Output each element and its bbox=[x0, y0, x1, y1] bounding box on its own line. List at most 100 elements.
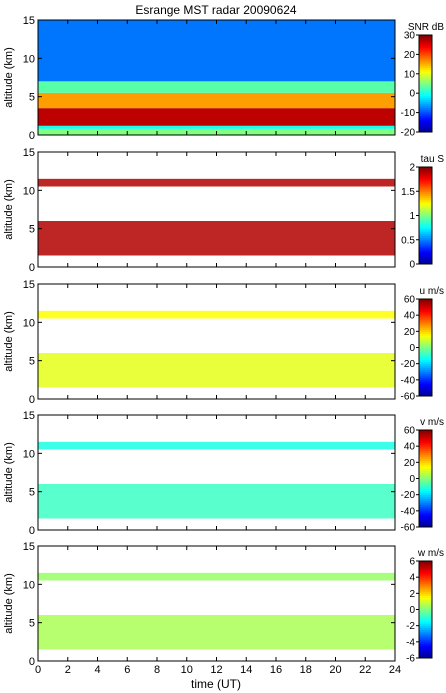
colorbar-segment-SNR bbox=[419, 125, 432, 129]
colorbar-segment-w bbox=[419, 621, 432, 625]
colorbar-segment-SNR bbox=[419, 81, 432, 84]
colorbar-segment-v bbox=[419, 476, 432, 479]
y-tick-label-w: 0 bbox=[29, 656, 35, 668]
colorbar-segment-w bbox=[419, 629, 432, 633]
colorbar-segment-u bbox=[419, 307, 432, 310]
colorbar-segment-SNR bbox=[419, 73, 432, 76]
colorbar-segment-v bbox=[419, 468, 432, 471]
colorbar-tick-label-v: -60 bbox=[401, 523, 416, 534]
colorbar-segment-tau bbox=[419, 239, 432, 243]
colorbar-segment-u bbox=[419, 383, 432, 387]
colorbar-segment-v bbox=[419, 514, 432, 518]
colorbar-segment-tau bbox=[419, 205, 432, 208]
colorbar-segment-SNR bbox=[419, 55, 432, 58]
data-layers-tau bbox=[38, 178, 395, 256]
y-tick-label-v: 15 bbox=[23, 410, 35, 422]
colorbar-tick-label-w: 6 bbox=[409, 557, 415, 568]
colorbar-segment-w bbox=[419, 623, 432, 627]
colorbar-tick-label-w: 4 bbox=[409, 573, 415, 584]
colorbar-segment-w bbox=[419, 579, 432, 582]
colorbar-segment-v bbox=[419, 430, 432, 433]
colorbar-segment-v bbox=[419, 472, 432, 475]
colorbar-segment-SNR bbox=[419, 43, 432, 46]
colorbar-segment-SNR bbox=[419, 101, 432, 105]
data-layers-SNR bbox=[38, 20, 395, 135]
y-axis-label-v: altitude (km) bbox=[3, 442, 15, 503]
colorbar-segment-u bbox=[419, 345, 432, 348]
y-tick-label-u: 5 bbox=[29, 356, 35, 368]
y-axis-label-SNR: altitude (km) bbox=[3, 47, 15, 108]
colorbar-segment-u bbox=[419, 353, 432, 357]
colorbar-segment-tau bbox=[419, 171, 432, 174]
colorbar-segment-tau bbox=[419, 187, 432, 190]
colorbar-segment-u bbox=[419, 377, 432, 381]
colorbar-segment-u bbox=[419, 337, 432, 340]
y-tick-label-u: 10 bbox=[23, 317, 35, 329]
colorbar-segment-u bbox=[419, 371, 432, 375]
panel-v: 0 5 10 15 altitude (km) v m/s -60 -40 -20 0 20 40 60 bbox=[3, 410, 444, 537]
colorbar-label-v: v m/s bbox=[420, 417, 444, 428]
colorbar-segment-w bbox=[419, 599, 432, 602]
colorbar-segment-SNR bbox=[419, 107, 432, 111]
colorbar-segment-tau bbox=[419, 189, 432, 192]
colorbar-segment-v bbox=[419, 496, 432, 500]
data-layer-tau-1 bbox=[38, 178, 395, 187]
colorbar-segment-w bbox=[419, 569, 432, 572]
colorbar-segment-tau bbox=[419, 183, 432, 186]
colorbar-segment-tau bbox=[419, 261, 432, 265]
colorbar-segment-tau bbox=[419, 249, 432, 253]
colorbar-tick-label-w: -4 bbox=[406, 637, 415, 648]
colorbar-segment-w bbox=[419, 647, 432, 651]
colorbar-segment-u bbox=[419, 309, 432, 312]
colorbar-segment-v bbox=[419, 440, 432, 443]
colorbar-segment-tau bbox=[419, 181, 432, 184]
colorbar-label-w: w m/s bbox=[417, 548, 444, 559]
colorbar-segment-tau bbox=[419, 235, 432, 239]
colorbar-segment-w bbox=[419, 597, 432, 600]
colorbar-segment-u bbox=[419, 379, 432, 383]
y-axis-label-tau: altitude (km) bbox=[3, 179, 15, 240]
colorbar-segment-w bbox=[419, 641, 432, 645]
colorbar-segment-tau bbox=[419, 209, 432, 212]
colorbar-segment-tau bbox=[419, 197, 432, 200]
colorbar-segment-v bbox=[419, 442, 432, 445]
y-tick-label-tau: 15 bbox=[23, 147, 35, 159]
colorbar-segment-SNR bbox=[419, 47, 432, 50]
colorbar-segment-SNR bbox=[419, 93, 432, 97]
y-tick-label-tau: 0 bbox=[29, 262, 35, 274]
colorbar-segment-v bbox=[419, 512, 432, 516]
colorbar-segment-u bbox=[419, 335, 432, 338]
colorbar-segment-w bbox=[419, 613, 432, 617]
colorbar-segment-tau bbox=[419, 251, 432, 255]
colorbar-segment-tau bbox=[419, 255, 432, 259]
colorbar-segment-SNR bbox=[419, 115, 432, 119]
colorbar-tick-label-u: -60 bbox=[401, 392, 416, 403]
colorbar-segment-tau bbox=[419, 227, 432, 231]
colorbar-segment-tau bbox=[419, 177, 432, 180]
x-axis-label: time (UT) bbox=[191, 677, 241, 691]
colorbar-segment-SNR bbox=[419, 121, 432, 125]
colorbar-segment-tau bbox=[419, 217, 432, 221]
colorbar-segment-SNR bbox=[419, 37, 432, 40]
data-layer-SNR-1 bbox=[38, 125, 395, 129]
x-tick-label: 16 bbox=[270, 664, 282, 676]
colorbar-segment-u bbox=[419, 317, 432, 320]
colorbar-segment-v bbox=[419, 486, 432, 490]
colorbar-segment-w bbox=[419, 637, 432, 641]
y-tick-label-SNR: 0 bbox=[29, 130, 35, 142]
colorbar-segment-SNR bbox=[419, 127, 432, 131]
colorbar-tick-label-tau: 0 bbox=[409, 260, 415, 271]
colorbar-segment-tau bbox=[419, 257, 432, 261]
colorbar-segment-w bbox=[419, 581, 432, 584]
colorbar-segment-tau bbox=[419, 199, 432, 202]
colorbar-segment-tau bbox=[419, 221, 432, 225]
colorbar-segment-u bbox=[419, 369, 432, 373]
data-layer-tau-0 bbox=[38, 221, 395, 256]
x-tick-label: 10 bbox=[181, 664, 193, 676]
colorbar-segment-w bbox=[419, 627, 432, 631]
colorbar-segment-tau bbox=[419, 219, 432, 223]
colorbar-segment-w bbox=[419, 625, 432, 629]
colorbar-segment-u bbox=[419, 321, 432, 324]
colorbar-segment-SNR bbox=[419, 79, 432, 82]
